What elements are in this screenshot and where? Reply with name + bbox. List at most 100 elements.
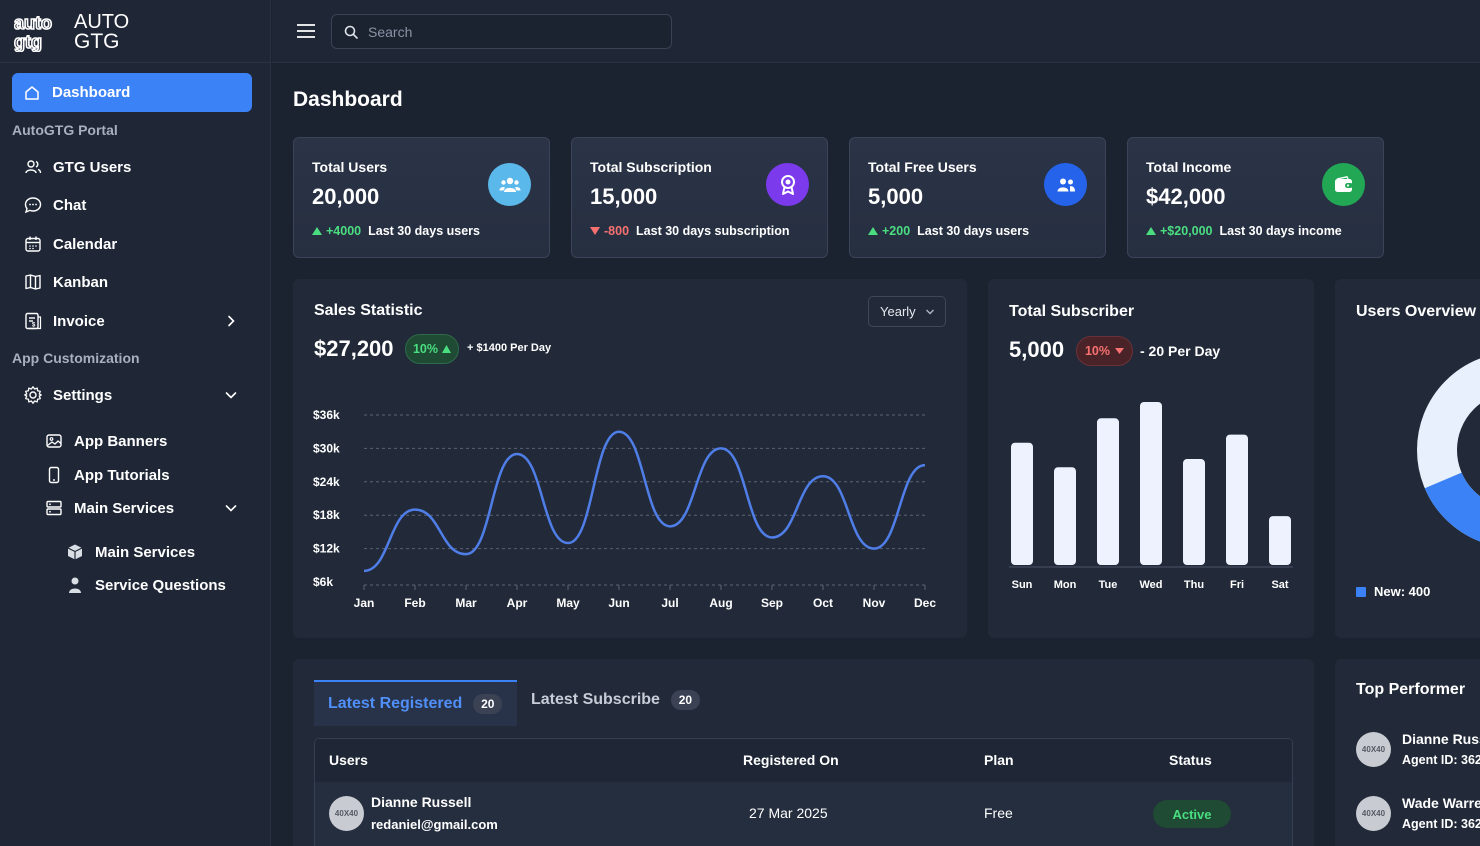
hamburger-menu-icon[interactable] [296, 22, 316, 40]
sidebar-item-invoice[interactable]: $ Invoice [23, 311, 105, 331]
sidebar-item-label: Main Services [74, 499, 175, 517]
sales-per-day: + $1400 Per Day [467, 342, 552, 354]
stat-title: Total Income [1146, 159, 1232, 175]
stat-card-total-subscription: Total Subscription 15,000 -800 Last 30 d… [571, 137, 828, 258]
stat-card-total-users: Total Users 20,000 +4000 Last 30 days us… [293, 137, 550, 258]
legend-new: New: 400 [1356, 584, 1430, 599]
performer-agent-id: Agent ID: 36254 [1402, 817, 1480, 831]
award-icon [766, 163, 809, 206]
x-tick-label: May [556, 596, 580, 610]
sidebar-item-calendar[interactable]: Calendar [23, 234, 117, 254]
sidebar-item-app-banners[interactable]: App Banners [44, 431, 167, 451]
sidebar-item-service-questions[interactable]: Service Questions [65, 575, 226, 595]
status-badge: Active [1153, 800, 1231, 828]
x-tick-label: Aug [709, 596, 732, 610]
sidebar-item-label: Main Services [95, 543, 196, 561]
arrow-up-icon [1146, 227, 1156, 235]
legend-label: New: 400 [1374, 584, 1431, 599]
y-tick-label: $36k [313, 408, 340, 422]
sidebar-item-gtg-users[interactable]: GTG Users [23, 157, 131, 177]
sidebar-item-label: Settings [53, 386, 113, 404]
subscriber-bar-chart: Sun Mon Tue Wed Thu Fri Sat [1009, 402, 1293, 591]
users-pair-icon [1044, 163, 1087, 206]
sales-value: $27,200 [314, 336, 394, 361]
section-label-customization: App Customization [12, 350, 140, 366]
x-tick-label: Jul [661, 596, 678, 610]
stat-value: 5,000 [868, 184, 924, 209]
svg-text:GTG: GTG [74, 30, 120, 52]
donut-slice-subscribed [1417, 358, 1480, 542]
avatar: 40X40 [329, 796, 364, 831]
sidebar-item-label: Calendar [53, 235, 118, 253]
logo-divider [0, 62, 271, 63]
chevron-down-icon[interactable] [224, 388, 238, 402]
users-icon [23, 157, 43, 177]
x-tick-label: Wed [1139, 579, 1162, 591]
sidebar-item-main-services[interactable]: Main Services [44, 498, 174, 518]
legend-swatch [1356, 586, 1366, 597]
avatar: 40X40 [1356, 731, 1391, 767]
x-tick-label: Thu [1184, 579, 1204, 591]
sidebar-item-kanban[interactable]: Kanban [23, 272, 108, 292]
sidebar-item-settings[interactable]: Settings [23, 385, 112, 405]
calendar-icon [23, 234, 43, 254]
bar [1097, 418, 1119, 565]
gear-icon [23, 385, 43, 405]
period-select[interactable]: Yearly [868, 296, 946, 327]
tab-latest-registered[interactable]: Latest Registered 20 [314, 680, 517, 726]
badge-value: 10% [412, 342, 439, 356]
stat-title: Total Free Users [868, 159, 977, 175]
performer-item[interactable]: 40X40 Wade Warren Agent ID: 36254 [1356, 795, 1480, 831]
sidebar-item-chat[interactable]: Chat [23, 195, 86, 215]
stat-value: 20,000 [312, 184, 380, 209]
x-tick-label: Sat [1271, 579, 1288, 591]
avatar: 40X40 [1356, 795, 1391, 831]
sidebar-item-label: GTG Users [53, 158, 132, 176]
performer-name: Dianne Russell [1402, 731, 1480, 747]
sidebar-item-label: Dashboard [52, 84, 131, 101]
x-tick-label: Dec [914, 596, 936, 610]
sidebar-item-app-tutorials[interactable]: App Tutorials [44, 465, 170, 485]
bar [1054, 467, 1076, 565]
bar [1011, 442, 1033, 565]
chevron-down-icon[interactable] [224, 501, 238, 515]
stat-delta-value: +$20,000 [1160, 224, 1213, 238]
column-header-plan: Plan [984, 752, 1014, 768]
tab-label: Latest Registered [328, 695, 463, 712]
stat-title: Total Subscription [590, 159, 712, 175]
chat-icon [23, 195, 43, 215]
sales-growth-badge: 10% [405, 334, 459, 364]
search-box[interactable] [331, 14, 672, 49]
user-email: redaniel@gmail.com [371, 817, 498, 832]
bar [1183, 459, 1205, 565]
chevron-right-icon[interactable] [224, 314, 238, 328]
stat-delta: +200 Last 30 days users [868, 224, 1029, 238]
sales-series-line [363, 430, 926, 573]
search-icon [344, 25, 358, 39]
svg-text:$: $ [32, 323, 36, 329]
arrow-up-icon [312, 227, 322, 235]
tab-count-badge: 20 [473, 694, 503, 714]
stat-caption: Last 30 days subscription [636, 224, 790, 238]
y-tick-label: $6k [313, 575, 333, 589]
autogtg-logo[interactable]: auto gtg AUTO GTG [14, 10, 164, 52]
sidebar-item-label: App Banners [74, 432, 168, 450]
stat-value: $42,000 [1146, 184, 1226, 209]
box-icon [65, 542, 85, 562]
tab-latest-subscribe[interactable]: Latest Subscribe 20 [531, 690, 700, 710]
sidebar-item-dashboard[interactable]: Dashboard [12, 73, 252, 112]
stat-delta-value: -800 [604, 224, 630, 238]
table-row[interactable]: 40X40 Dianne Russell redaniel@gmail.com … [315, 782, 1292, 846]
column-header-registered-on: Registered On [743, 752, 839, 768]
page-title: Dashboard [293, 88, 403, 111]
x-tick-label: Jan [354, 596, 375, 610]
period-select-value: Yearly [880, 304, 916, 319]
performer-item[interactable]: 40X40 Dianne Russell Agent ID: 36254 [1356, 731, 1480, 767]
search-input[interactable] [368, 23, 648, 40]
x-tick-label: Sep [761, 596, 783, 610]
latest-registered-table: Users Registered On Plan Status 40X40 Di… [314, 738, 1293, 846]
plan-value: Free [984, 805, 1013, 821]
bar [1226, 434, 1248, 565]
wallet-icon [1322, 163, 1365, 206]
sidebar-item-main-services-list[interactable]: Main Services [65, 542, 195, 562]
